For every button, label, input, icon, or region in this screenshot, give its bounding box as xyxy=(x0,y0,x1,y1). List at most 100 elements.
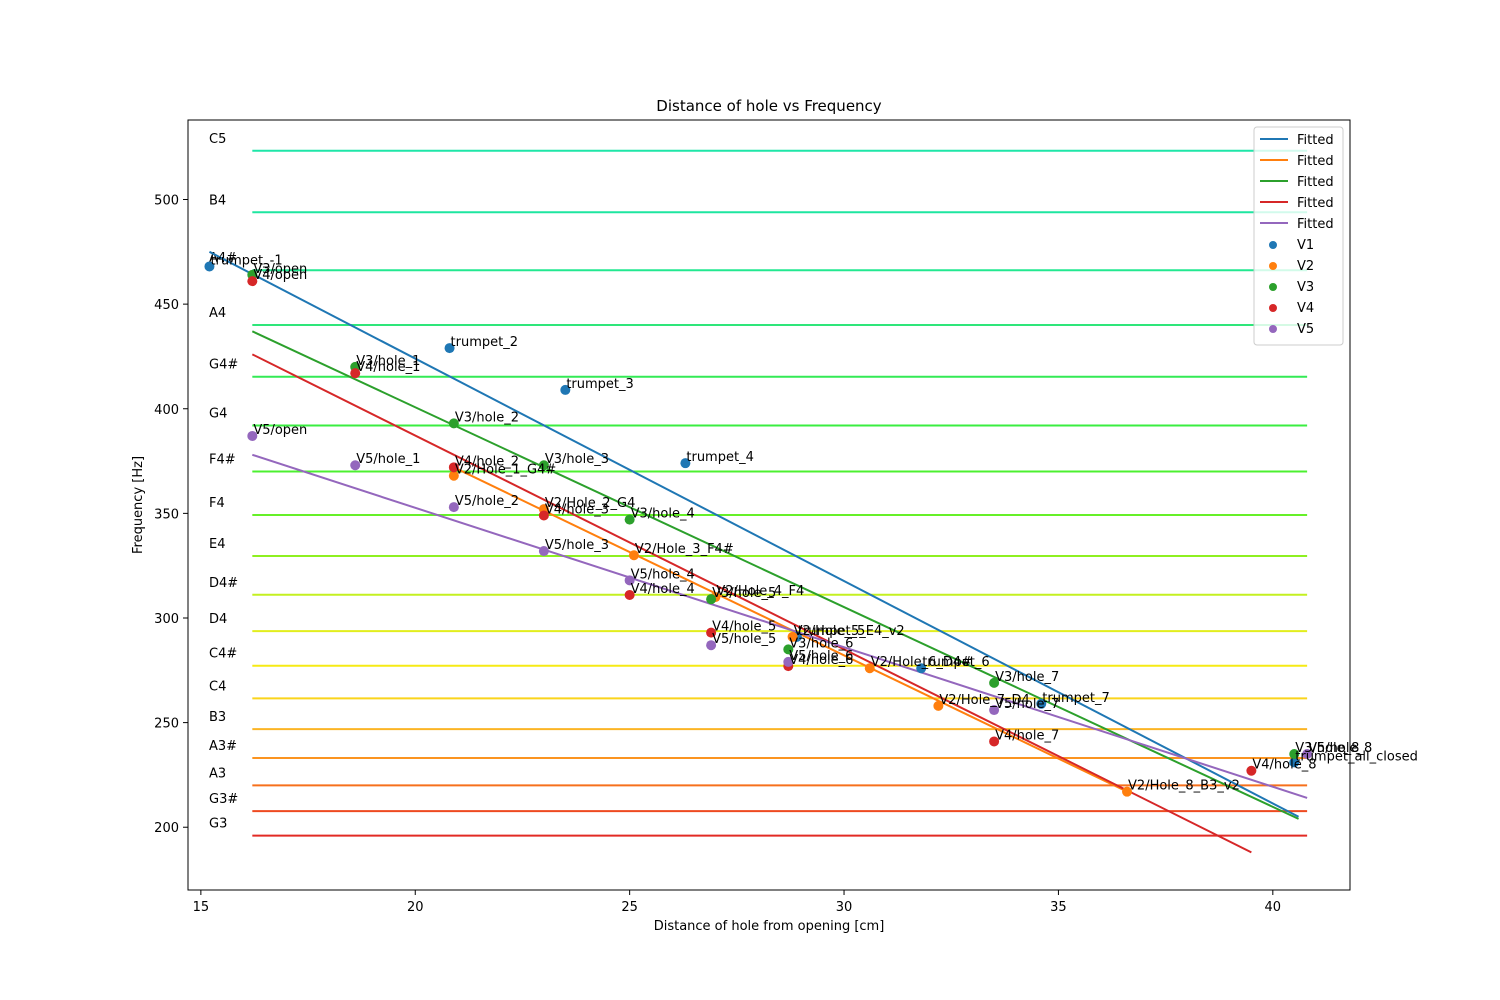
point-label: V5/hole_7 xyxy=(995,697,1059,712)
y-tick-label: 500 xyxy=(154,194,179,209)
note-label: A4 xyxy=(209,306,226,321)
data-point xyxy=(628,550,639,561)
y-tick-label: 300 xyxy=(154,612,179,627)
y-tick-label: 350 xyxy=(154,507,179,522)
point-label: V3/hole_1 xyxy=(356,354,420,369)
data-point xyxy=(448,418,459,429)
note-label: A3# xyxy=(209,739,237,754)
x-tick-label: 40 xyxy=(1265,900,1282,915)
data-point xyxy=(783,644,794,655)
legend-marker-swatch xyxy=(1269,283,1277,291)
note-label: F4# xyxy=(209,453,236,468)
point-labels: trumpet_-1 trumpet_2 trumpet_3 trumpet_4tru… xyxy=(210,253,1417,793)
fit-lines xyxy=(208,250,1308,854)
data-point xyxy=(680,458,691,469)
note-label: B3 xyxy=(209,710,226,725)
point-label: V4/open xyxy=(253,268,307,283)
chart-title: Distance of hole vs Frequency xyxy=(656,97,882,115)
point-label: V3/hole_4 xyxy=(631,507,695,522)
point-label: V4/hole_5 xyxy=(712,620,776,635)
data-points xyxy=(204,261,1313,797)
fitted-line xyxy=(251,353,1252,854)
point-label: V4/hole_1 xyxy=(356,360,420,375)
fitted-line xyxy=(208,250,1300,818)
x-tick-label: 25 xyxy=(621,900,638,915)
legend-marker-swatch xyxy=(1269,241,1277,249)
data-point xyxy=(624,575,635,586)
legend-label: Fitted xyxy=(1297,133,1334,148)
point-label: V4/hole_2 xyxy=(455,454,519,469)
point-label: trumpet_6 xyxy=(922,655,989,670)
note-label: D4 xyxy=(209,612,227,627)
data-point xyxy=(448,470,459,481)
data-point xyxy=(624,514,635,525)
note-label: A3 xyxy=(209,766,226,781)
point-label: V5/hole_8 xyxy=(1308,741,1372,756)
x-tick-label: 35 xyxy=(1050,900,1067,915)
point-label: V5/hole_2 xyxy=(455,494,519,509)
point-label: trumpet_5 xyxy=(798,624,865,639)
note-label: G4# xyxy=(209,358,238,373)
point-label: trumpet_4 xyxy=(686,450,753,465)
data-point xyxy=(706,594,717,605)
point-label: V5/hole_4 xyxy=(631,567,695,582)
note-label: G3# xyxy=(209,792,238,807)
point-label: V4/hole_8 xyxy=(1252,758,1316,773)
x-tick-label: 15 xyxy=(193,900,210,915)
data-point xyxy=(444,343,455,354)
point-label: V3/open xyxy=(253,262,307,277)
legend-marker-swatch xyxy=(1269,262,1277,270)
note-label: G4 xyxy=(209,406,227,421)
point-label: V5/hole_5 xyxy=(712,632,776,647)
data-point xyxy=(448,502,459,513)
data-point xyxy=(538,510,549,521)
legend-marker-swatch xyxy=(1269,325,1277,333)
legend-label: Fitted xyxy=(1297,175,1334,190)
data-point xyxy=(560,384,571,395)
data-point xyxy=(1036,698,1047,709)
point-label: trumpet_3 xyxy=(566,377,633,392)
note-label: C4 xyxy=(209,679,226,694)
point-label: V4/hole_6 xyxy=(789,653,853,668)
y-axis-title: Frequency [Hz] xyxy=(131,456,146,554)
point-label: V2/Hole_8_B3_v2 xyxy=(1128,779,1240,794)
note-label: C4# xyxy=(209,647,237,662)
note-lines: C5B4A4#A4G4#G4F4#F4E4D4#D4C4#C4B3A3#A3G3… xyxy=(209,132,1308,837)
legend-label: V4 xyxy=(1297,301,1314,316)
data-point xyxy=(204,261,215,272)
point-label: V4/hole_4 xyxy=(631,582,695,597)
note-label: E4 xyxy=(209,537,226,552)
point-label: V3/hole_2 xyxy=(455,410,519,425)
data-point xyxy=(247,276,258,287)
data-point xyxy=(350,460,361,471)
point-label: V2/Hole_1_G4# xyxy=(455,463,556,478)
data-point xyxy=(1246,765,1257,776)
legend-label: V5 xyxy=(1297,322,1314,337)
data-point xyxy=(706,627,717,638)
data-point xyxy=(787,631,798,642)
data-point xyxy=(448,462,459,473)
point-label: V5/hole_1 xyxy=(356,452,420,467)
point-label: V2/Hole_2_G4 xyxy=(545,496,636,511)
data-point xyxy=(989,677,1000,688)
note-label: C5 xyxy=(209,132,226,147)
point-label: V2/Hole_7_D4 xyxy=(939,693,1029,708)
data-point xyxy=(624,589,635,600)
point-label: V3/hole_8 xyxy=(1295,741,1359,756)
data-point xyxy=(1302,748,1313,759)
note-label: G3 xyxy=(209,817,227,832)
y-tick-label: 450 xyxy=(154,298,179,313)
point-label: V4/hole_3 xyxy=(545,502,609,517)
point-label: trumpet_-1 xyxy=(210,253,282,268)
data-point xyxy=(1122,786,1133,797)
data-point xyxy=(989,736,1000,747)
data-point xyxy=(538,460,549,471)
point-label: V2/Hole_6_D4# xyxy=(871,655,972,670)
data-point xyxy=(706,640,717,651)
point-label: trumpet_all_closed xyxy=(1295,749,1418,764)
data-point xyxy=(989,705,1000,716)
x-tick-label: 30 xyxy=(836,900,853,915)
data-point xyxy=(783,656,794,667)
data-point xyxy=(933,700,944,711)
